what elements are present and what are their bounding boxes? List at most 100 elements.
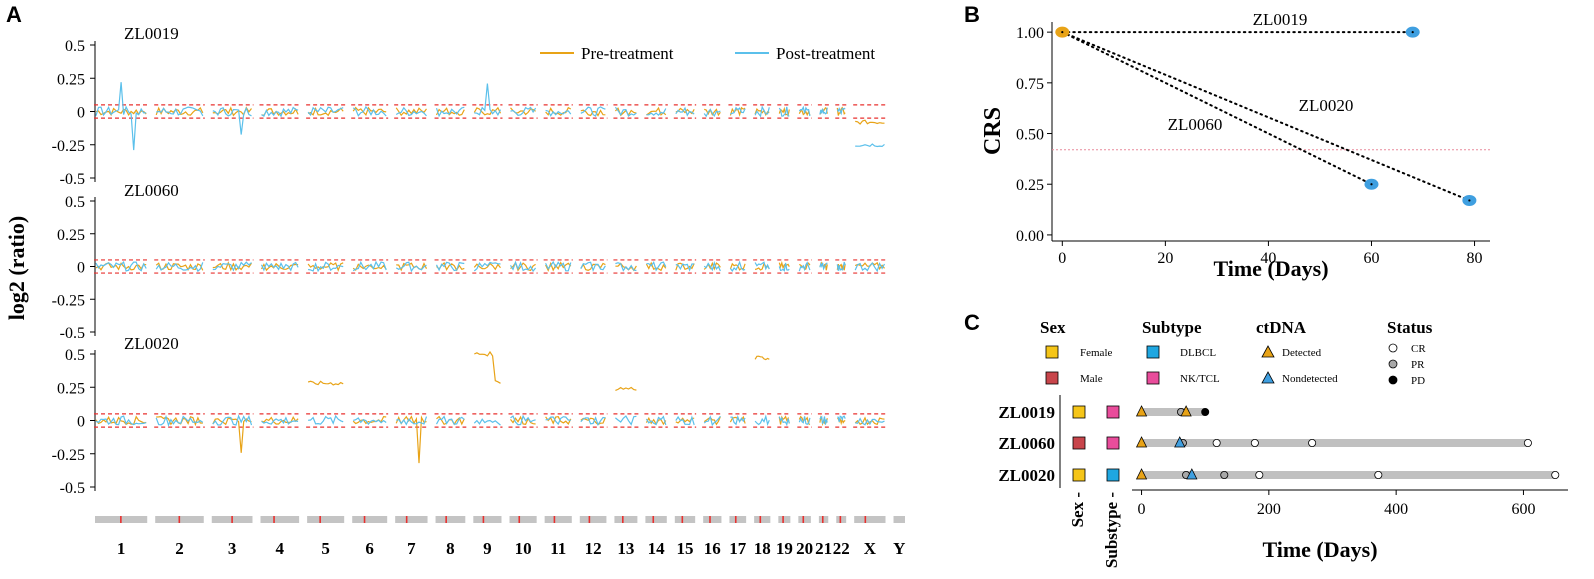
ctdna-marker-detected [1135,468,1148,480]
x-tick-label-c: 200 [1257,501,1281,518]
post-treatment-line-chr4 [260,261,299,272]
centromere-mark [178,516,181,523]
post-treatment-line-chr14 [646,108,667,117]
chromosome-label-7: 7 [407,539,416,558]
post-treatment-line-chr3 [212,106,252,135]
post-treatment-line-chr15 [675,263,695,272]
post-treatment-line-chr5 [308,261,344,273]
legend-label-nondetected: Nondetected [1282,373,1338,385]
x-tick-label-c: 600 [1511,501,1535,518]
y-tick-label-b: 0.25 [1016,177,1044,194]
post-treatment-line-chr3 [212,261,252,272]
swimmer-bar-zl0019 [1141,408,1206,416]
legend-title-sex: Sex [1040,318,1066,337]
chromosome-bar-10 [509,516,537,523]
chromosome-label-22: 22 [833,539,850,558]
legend-label-male: Male [1080,373,1103,385]
chromosome-bar-7 [395,516,428,523]
pre-treatment-line-chr9 [474,350,501,384]
sex-cell-zl0020 [1072,468,1086,482]
chromosome-bar-X [854,516,886,523]
legend-label-pre-treatment: Pre-treatment [581,44,674,63]
series-label-zl0020: ZL0020 [1299,96,1354,115]
pre-treatment-line-chr18 [754,108,770,117]
pre-treatment-line-chr1 [95,415,147,426]
status-marker-cr [1212,438,1221,447]
pre-treatment-line-chr6 [352,106,387,117]
post-treatment-line-chr3 [212,414,253,426]
chromosome-bar-12 [579,516,607,523]
sample-label-zl0019: ZL0019 [124,24,179,43]
legend-triangle-detected [1261,345,1275,358]
pre-treatment-line-chr7 [395,107,427,117]
y-tick-label: -0.25 [52,447,85,464]
chromosome-bar-19 [778,516,791,523]
post-treatment-line-chr21 [819,107,828,115]
centromere-mark [231,516,233,523]
post-treatment-line-chrX [855,417,885,426]
post-treatment-line-chr10 [510,414,536,426]
post-treatment-line-chr2 [156,106,204,117]
chromosome-bar-4 [260,516,300,523]
post-treatment-line-chr7 [395,106,427,117]
centromere-mark [553,516,556,523]
chromosome-label-17: 17 [729,539,747,558]
ctdna-marker-detected [1135,436,1148,448]
pre-treatment-line-chr3 [212,416,252,453]
pre-treatment-line-chrX [854,416,885,426]
post-treatment-line-chr16 [703,260,721,272]
legend-label-pr: PR [1411,359,1425,371]
sample-label-zl0020: ZL0020 [124,334,179,353]
y-tick-label-b: 0.50 [1016,127,1044,144]
post-treatment-line-chr18 [754,105,770,118]
post-treatment-line-chr10 [509,260,537,273]
post-treatment-line-chr6 [353,417,387,426]
swimmer-bar-zl0060 [1141,439,1528,447]
post-treatment-line-chr18 [754,414,770,427]
post-treatment-line-chr1 [95,82,147,151]
chromosome-bar-18 [754,516,771,523]
pre-treatment-line-chr1 [95,107,147,117]
pre-treatment-line-chr16 [703,416,721,426]
post-treatment-line-chrX [855,143,885,148]
pre-treatment-line-chr5 [307,106,344,117]
panel-label-a: A [6,2,22,27]
series-label-zl0060: ZL0060 [1168,115,1223,134]
sex-cell-zl0060 [1072,436,1086,450]
chromosome-bar-16 [703,516,722,523]
post-treatment-line-chr8 [435,415,465,425]
x-tick-label-b: 40 [1260,250,1276,267]
legend-swatch-subtype [1146,371,1160,385]
post-treatment-line-chr5 [307,106,344,117]
x-tick-label-c: 0 [1138,501,1146,518]
centromere-mark [622,516,624,523]
legend-label-subtype: DLBCL [1180,347,1216,359]
chromosome-label-19: 19 [776,539,793,558]
legend-triangle-nondetected [1261,371,1275,384]
post-treatment-line-chr1 [95,260,147,272]
point-center [1061,31,1064,34]
status-marker-cr [1551,470,1560,479]
chromosome-label-4: 4 [276,539,285,558]
y-tick-label: 0 [77,105,85,122]
centromere-mark [782,516,784,523]
subtype-cell-zl0020 [1106,468,1120,482]
subtype-cell-zl0019 [1106,405,1120,419]
chromosome-bar-6 [352,516,388,523]
chromosome-label-8: 8 [446,539,455,558]
legend-dot-cr [1388,343,1398,353]
y-axis-label-a: log2 (ratio) [4,216,29,320]
post-treatment-line-chr20 [798,261,811,272]
post-treatment-line-chr13 [615,415,637,426]
centromere-mark [839,516,842,523]
post-treatment-line-chr6 [352,105,387,117]
patient-label-zl0019: ZL0019 [998,403,1055,422]
post-treatment-line-chr2 [155,261,204,273]
centromere-mark [709,516,711,523]
centromere-mark [802,516,805,523]
chromosome-label-13: 13 [617,539,634,558]
pre-treatment-line-chr12 [580,262,606,271]
patient-label-zl0020: ZL0020 [998,466,1055,485]
status-marker-pr [1220,470,1229,479]
